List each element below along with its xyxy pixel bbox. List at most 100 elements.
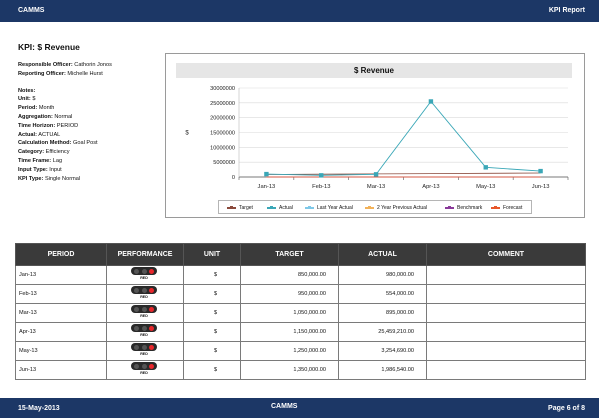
reporting-officer-row: Reporting Officer: Michelle Hurst: [18, 70, 168, 79]
legend-swatch-icon: [365, 205, 374, 209]
kpi-attribute-row: Calculation Method: Goal Post: [18, 139, 168, 148]
kpi-attribute-label: Calculation Method:: [18, 140, 72, 147]
data-point-actual: [319, 173, 324, 178]
target-cell: 850,000.00: [240, 265, 339, 285]
data-point-actual: [264, 171, 269, 177]
kpi-attribute-label: Category:: [18, 149, 45, 156]
series-line-target: [266, 172, 541, 175]
kpi-attribute-row: Time Frame: Lag: [18, 157, 168, 166]
column-header-actual: ACTUAL: [338, 243, 427, 266]
period-cell: Feb-13: [15, 284, 107, 304]
data-point-actual: [428, 99, 434, 104]
target-cell: 950,000.00: [240, 284, 339, 304]
kpi-attribute-row: Actual: ACTUAL: [18, 131, 168, 140]
comment-cell: [426, 322, 586, 342]
y-tick-label: 0: [232, 175, 235, 181]
period-cell: Jan-13: [15, 265, 107, 285]
x-tick-label: Jan-13: [258, 184, 276, 190]
comment-cell: [426, 341, 586, 361]
actual-cell: 25,459,210.00: [338, 322, 427, 342]
performance-cell: RED: [106, 265, 184, 285]
unit-cell: $: [183, 360, 241, 380]
performance-status: RED: [140, 314, 148, 318]
comment-cell: [426, 360, 586, 380]
traffic-light-icon: RED: [131, 285, 159, 301]
table-row: Jun-13 RED $1,350,000.00 1,986,540.00: [15, 360, 586, 380]
legend-label: Benchmark: [457, 205, 483, 211]
table-row: Mar-13 RED $1,050,000.00 895,000.00: [15, 303, 586, 323]
traffic-light-icon: RED: [131, 323, 159, 339]
unit-cell: $: [183, 341, 241, 361]
table-row: Apr-13 RED $1,150,000.00 25,459,210.00: [15, 322, 586, 342]
legend-label: Last Year Actual: [317, 205, 353, 211]
column-header-performance: PERFORMANCE: [106, 243, 184, 266]
kpi-attribute-label: Aggregation:: [18, 113, 53, 120]
x-tick-label: Apr-13: [422, 184, 439, 190]
unit-cell: $: [183, 303, 241, 323]
legend-swatch-icon: [227, 205, 236, 209]
traffic-light-icon: RED: [131, 361, 159, 377]
period-cell: Jun-13: [15, 360, 107, 380]
kpi-attribute-value: Input: [49, 166, 62, 173]
footer-page-number: Page 6 of 8: [548, 405, 585, 412]
actual-cell: 1,986,540.00: [338, 360, 427, 380]
responsible-officer-value: Cathorin Jonos: [74, 62, 112, 68]
kpi-attribute-value: PERIOD: [56, 122, 79, 129]
data-point-actual: [483, 165, 488, 170]
comment-cell: [426, 303, 586, 323]
actual-cell: 980,000.00: [338, 265, 427, 285]
x-tick-label: Feb-13: [312, 184, 330, 190]
chart-title: $ Revenue: [176, 63, 572, 78]
kpi-attribute-label: Time Horizon:: [18, 122, 56, 129]
series-line-actual: [266, 100, 541, 176]
data-point-actual: [538, 168, 543, 174]
kpi-attribute-row: Time Horizon: PERIOD: [18, 122, 168, 131]
footer-date: 15-May-2013: [18, 405, 60, 412]
reporting-officer-value: Michelle Hurst: [67, 70, 103, 77]
x-tick-label: Mar-13: [367, 184, 385, 190]
y-tick-label: 25000000: [210, 101, 235, 107]
kpi-attribute-value: Single Normal: [44, 175, 81, 182]
column-header-period: PERIOD: [15, 243, 107, 266]
performance-cell: RED: [106, 341, 184, 361]
kpi-attribute-label: Time Frame:: [18, 157, 52, 164]
kpi-title: KPI: $ Revenue: [18, 42, 80, 52]
kpi-attribute-value: Efficiency: [45, 149, 70, 156]
kpi-attribute-label: KPI Type:: [18, 175, 44, 182]
report-footer-bar: 15-May-2013 CAMMS Page 6 of 8: [0, 398, 599, 418]
performance-cell: RED: [106, 360, 184, 380]
revenue-line-chart: 0 5000000 10000000 15000000 20000000 25000000…: [185, 86, 569, 190]
y-tick-label: 10000000: [210, 145, 235, 151]
y-tick-label: 30000000: [210, 86, 235, 92]
unit-cell: $: [183, 265, 241, 285]
legend-label: 2 Year Previous Actual: [377, 205, 428, 211]
table-row: May-13 RED $1,250,000.00 3,254,690.00: [15, 341, 586, 361]
kpi-attribute-value: $: [32, 96, 36, 103]
performance-status: RED: [140, 352, 148, 356]
kpi-attribute-row: Unit: $: [18, 95, 168, 104]
kpi-attribute-row: Aggregation: Normal: [18, 113, 168, 122]
header-app-name: CAMMS: [18, 7, 45, 14]
actual-cell: 895,000.00: [338, 303, 427, 323]
y-tick-label: 5000000: [213, 160, 235, 166]
footer-app-name: CAMMS: [271, 403, 298, 410]
period-cell: Apr-13: [15, 322, 107, 342]
performance-cell: RED: [106, 322, 184, 342]
responsible-officer-label: Responsible Officer:: [18, 62, 73, 68]
target-cell: 1,350,000.00: [240, 360, 339, 380]
data-point-actual: [373, 172, 379, 177]
column-header-comment: COMMENT: [426, 243, 586, 266]
traffic-light-icon: RED: [131, 304, 159, 320]
x-tick-label: Jun-13: [532, 184, 550, 190]
comment-cell: [426, 265, 586, 285]
kpi-attributes-list: Unit: $ Period: Month Aggregation: Normal T…: [18, 95, 168, 183]
performance-status: RED: [140, 371, 148, 375]
x-tick-label: May-13: [476, 184, 495, 190]
legend-label: Actual: [279, 205, 293, 211]
y-tick-label: 20000000: [210, 116, 235, 122]
performance-cell: RED: [106, 303, 184, 323]
kpi-attribute-row: Period: Month: [18, 104, 168, 113]
traffic-light-icon: RED: [131, 266, 159, 282]
kpi-attribute-row: KPI Type: Single Normal: [18, 175, 168, 184]
unit-cell: $: [183, 284, 241, 304]
